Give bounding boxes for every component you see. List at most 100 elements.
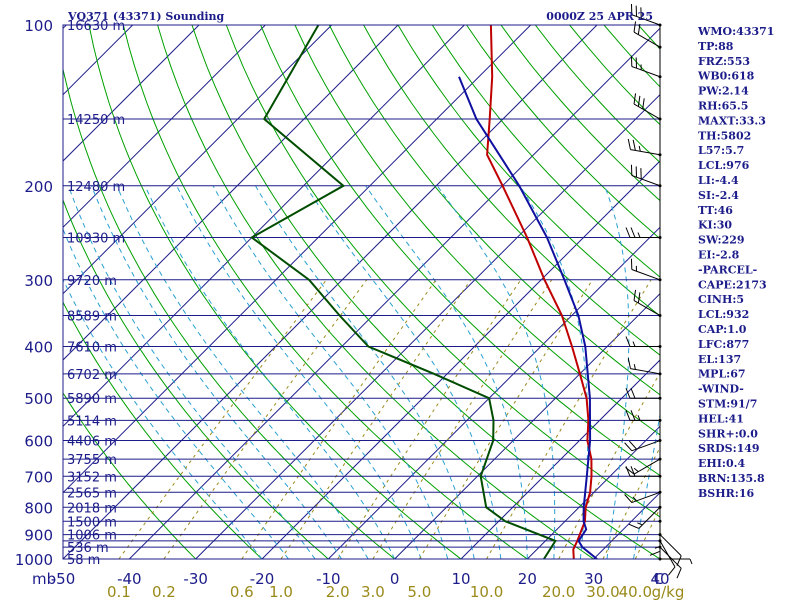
moist-adiabat-line bbox=[633, 411, 660, 559]
wind-barb bbox=[630, 3, 662, 27]
height-labels: 16630 m 14250 m 12480 m 10930 m 9720 m 8589 m… bbox=[67, 19, 125, 568]
wind-barb bbox=[633, 21, 662, 49]
wind-barb-dot bbox=[658, 314, 662, 318]
wind-barb-feather bbox=[630, 227, 636, 238]
mixing-ratio-label: 0.1 bbox=[107, 583, 131, 600]
wind-barb-dot bbox=[658, 372, 662, 376]
height-label: 14250 m bbox=[67, 113, 125, 128]
moist-adiabat-line bbox=[144, 185, 396, 559]
isotherm-line bbox=[63, 25, 333, 295]
index-value: LCL:932 bbox=[698, 308, 749, 321]
isotherm-line bbox=[460, 359, 660, 559]
wind-barb-dot bbox=[658, 457, 662, 461]
wind-barb bbox=[624, 490, 662, 504]
isotherm-line bbox=[63, 25, 465, 428]
index-value: TP:88 bbox=[698, 40, 734, 53]
wind-barb bbox=[630, 258, 662, 282]
height-label: 7610 m bbox=[67, 341, 117, 356]
wind-barb bbox=[625, 410, 662, 422]
height-label: 8589 m bbox=[67, 310, 117, 325]
wind-barb-feather bbox=[625, 227, 631, 238]
index-value: WMO:43371 bbox=[697, 25, 774, 38]
pressure-tick-label: 800 bbox=[24, 499, 53, 517]
wind-barb-half-feather bbox=[633, 467, 639, 472]
index-value: LCL:976 bbox=[698, 159, 750, 172]
wind-barb-feather bbox=[624, 442, 633, 452]
isotherm-line bbox=[261, 160, 660, 559]
wind-barb bbox=[630, 55, 662, 79]
wind-barb-dot bbox=[658, 519, 662, 523]
wind-barb-dot bbox=[658, 278, 662, 282]
dry-adiabat-line bbox=[191, 25, 660, 559]
index-value: EHI:0.4 bbox=[698, 457, 745, 470]
pressure-unit-label: mb bbox=[32, 570, 56, 588]
mixing-ratio-label: 1.0 bbox=[269, 583, 293, 600]
index-value: BSHR:16 bbox=[698, 487, 754, 500]
isotherm-line bbox=[63, 25, 598, 559]
index-value: L57:5.7 bbox=[698, 144, 744, 157]
wind-barb bbox=[625, 388, 662, 400]
wind-barb-feather bbox=[625, 336, 631, 347]
wind-barb-half-feather bbox=[632, 341, 636, 347]
wind-barb-feather bbox=[637, 23, 641, 35]
height-label: 10930 m bbox=[67, 231, 125, 246]
temperature-tick-label: 30 bbox=[584, 570, 603, 588]
wind-barb-feather bbox=[633, 21, 637, 33]
index-value: MAXT:33.3 bbox=[698, 114, 766, 127]
height-label: 1006 m bbox=[67, 529, 117, 544]
height-label: 9720 m bbox=[67, 274, 117, 289]
temperature-tick-label: 0 bbox=[390, 570, 400, 588]
wind-barb-half-feather bbox=[689, 558, 693, 565]
plot-frame bbox=[62, 24, 661, 560]
wind-barb-feather bbox=[630, 466, 636, 477]
index-value: STM:91/7 bbox=[698, 398, 757, 411]
pressure-tick-label: 900 bbox=[24, 527, 53, 545]
pressure-tick-label: 600 bbox=[24, 433, 53, 451]
mixing-ratio-line bbox=[418, 279, 593, 559]
pressure-tick-label: 200 bbox=[24, 178, 53, 196]
height-label: 16630 m bbox=[67, 19, 125, 34]
index-value: CAP:1.0 bbox=[698, 323, 747, 336]
wind-barb-dot bbox=[658, 396, 662, 400]
mixing-ratio-label: 5.0 bbox=[407, 583, 431, 600]
index-value: LFC:877 bbox=[698, 338, 749, 351]
wind-barb bbox=[624, 439, 662, 452]
index-value: CINH:5 bbox=[698, 293, 744, 306]
isotherm-line bbox=[128, 27, 660, 559]
wind-barb bbox=[633, 93, 662, 121]
wind-barb bbox=[628, 505, 662, 529]
temperature-tick-label: -50 bbox=[51, 570, 76, 588]
index-value: MPL:67 bbox=[698, 368, 746, 381]
wind-barb-half-feather bbox=[637, 522, 643, 526]
height-label: 4406 m bbox=[67, 435, 117, 450]
isotherm-line bbox=[63, 25, 266, 229]
wind-barb bbox=[625, 227, 662, 239]
dry-adiabat-line bbox=[225, 25, 660, 518]
temperature-tick-label: -20 bbox=[250, 570, 275, 588]
wind-barb-dot bbox=[658, 490, 662, 494]
mixing-ratio-line bbox=[280, 279, 472, 559]
index-value: WB0:618 bbox=[697, 70, 755, 83]
index-value: EI:-2.8 bbox=[698, 249, 740, 262]
pressure-tick-label: 300 bbox=[24, 272, 53, 290]
wind-barb-half-feather bbox=[654, 545, 661, 549]
mixing-ratio-label: 40.0 bbox=[619, 583, 652, 600]
temperature-tick-label: -40 bbox=[117, 570, 142, 588]
index-value: HEL:41 bbox=[698, 412, 744, 425]
mixing-ratio-label: 30.0 bbox=[586, 583, 619, 600]
wind-barb-dot bbox=[658, 474, 662, 478]
pressure-tick-label: 1000 bbox=[15, 551, 53, 569]
wind-barb-feather bbox=[632, 139, 636, 151]
isotherm-line bbox=[593, 491, 660, 559]
isobar-lines bbox=[63, 24, 660, 560]
wind-barb-dot bbox=[658, 418, 662, 422]
wind-barb-feather bbox=[628, 523, 639, 529]
moist-adiabat-line bbox=[255, 185, 475, 559]
wind-barb-shaft bbox=[659, 546, 682, 569]
wind-barb-half-feather bbox=[632, 496, 637, 502]
station-title: VQ371 (43371) Sounding bbox=[67, 10, 225, 23]
height-label: 3755 m bbox=[67, 453, 117, 468]
wind-barb-feather bbox=[649, 550, 661, 556]
dry-adiabat-line bbox=[88, 25, 462, 559]
